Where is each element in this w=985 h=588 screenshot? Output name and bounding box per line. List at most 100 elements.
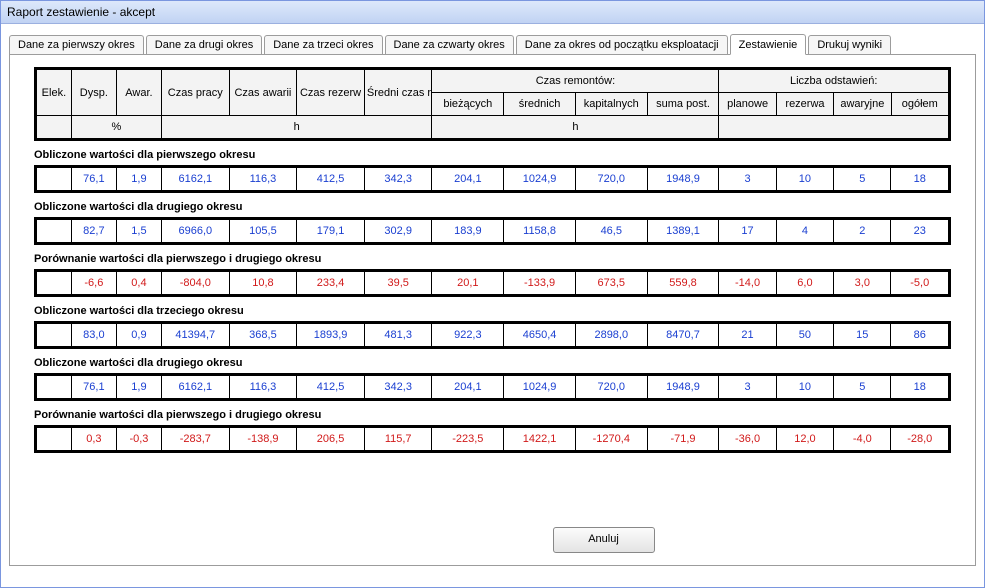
- cell: 204,1: [432, 168, 504, 191]
- col-czas-awarii: Czas awarii: [229, 70, 297, 116]
- col-liczba-odstawien: Liczba odstawień:: [719, 70, 949, 93]
- col-czas-remontow: Czas remontów:: [432, 70, 719, 93]
- cell: 23: [891, 220, 949, 243]
- cell: 6162,1: [161, 376, 229, 399]
- col-czas-pracy: Czas pracy: [161, 70, 229, 116]
- cell: 183,9: [432, 220, 504, 243]
- sections-host: Obliczone wartości dla pierwszego okresu…: [34, 149, 951, 453]
- cell: -133,9: [504, 272, 576, 295]
- section-title-5: Porównanie wartości dla pierwszego i dru…: [34, 409, 951, 421]
- cell: -138,9: [229, 428, 297, 451]
- table-row: 82,71,56966,0105,5179,1302,9183,91158,84…: [37, 220, 949, 243]
- col-czas-rezerw: Czas rezerw: [297, 70, 365, 116]
- col-kapitalnych: kapitalnych: [575, 93, 647, 116]
- cell: 1,5: [116, 220, 161, 243]
- tab-2[interactable]: Dane za trzeci okres: [264, 35, 382, 54]
- section-table-1: 82,71,56966,0105,5179,1302,9183,91158,84…: [36, 219, 949, 243]
- cell: 105,5: [229, 220, 297, 243]
- cell: 115,7: [364, 428, 432, 451]
- cell: 0,3: [71, 428, 116, 451]
- cell: 5: [834, 376, 891, 399]
- col-rezerwa: rezerwa: [776, 93, 833, 116]
- cell: 18: [891, 376, 949, 399]
- cell: 1158,8: [504, 220, 576, 243]
- tab-4[interactable]: Dane za okres od początku eksploatacji: [516, 35, 728, 54]
- cell: 922,3: [432, 324, 504, 347]
- cell: 76,1: [71, 376, 116, 399]
- cell: -1270,4: [575, 428, 647, 451]
- cell: -14,0: [719, 272, 776, 295]
- cell: 2: [834, 220, 891, 243]
- section-block-1: 82,71,56966,0105,5179,1302,9183,91158,84…: [34, 217, 951, 245]
- cell: 1948,9: [647, 376, 719, 399]
- window-title: Raport zestawienie - akcept: [1, 1, 984, 24]
- section-title-1: Obliczone wartości dla drugiego okresu: [34, 201, 951, 213]
- section-title-2: Porównanie wartości dla pierwszego i dru…: [34, 253, 951, 265]
- col-srednich: średnich: [504, 93, 576, 116]
- cell: 5: [834, 168, 891, 191]
- section-block-0: 76,11,96162,1116,3412,5342,3204,11024,97…: [34, 165, 951, 193]
- unit-empty: [37, 116, 72, 139]
- cell: -5,0: [891, 272, 949, 295]
- section-title-4: Obliczone wartości dla drugiego okresu: [34, 357, 951, 369]
- cell: 720,0: [575, 168, 647, 191]
- cell: [37, 428, 72, 451]
- cancel-button[interactable]: Anuluj: [553, 527, 655, 553]
- tab-6[interactable]: Drukuj wyniki: [808, 35, 891, 54]
- cell: [37, 168, 72, 191]
- app-window: Raport zestawienie - akcept Dane za pier…: [0, 0, 985, 588]
- cell: 4: [776, 220, 833, 243]
- cell: -36,0: [719, 428, 776, 451]
- cell: 10,8: [229, 272, 297, 295]
- cell: 302,9: [364, 220, 432, 243]
- section-table-2: -6,60,4-804,010,8233,439,520,1-133,9673,…: [36, 271, 949, 295]
- tab-3[interactable]: Dane za czwarty okres: [385, 35, 514, 54]
- cell: 50: [776, 324, 833, 347]
- cell: 1024,9: [504, 168, 576, 191]
- section-table-0: 76,11,96162,1116,3412,5342,3204,11024,97…: [36, 167, 949, 191]
- cell: 3,0: [834, 272, 891, 295]
- section-block-5: 0,3-0,3-283,7-138,9206,5115,7-223,51422,…: [34, 425, 951, 453]
- window-content: Dane za pierwszy okresDane za drugi okre…: [1, 24, 984, 587]
- cell: -283,7: [161, 428, 229, 451]
- cell: 6,0: [776, 272, 833, 295]
- cell: -6,6: [71, 272, 116, 295]
- table-row: -6,60,4-804,010,8233,439,520,1-133,9673,…: [37, 272, 949, 295]
- cell: 0,9: [116, 324, 161, 347]
- col-awaryjne: awaryjne: [834, 93, 891, 116]
- section-table-3: 83,00,941394,7368,51893,9481,3922,34650,…: [36, 323, 949, 347]
- cell: 10: [776, 168, 833, 191]
- cell: 1,9: [116, 168, 161, 191]
- col-elek: Elek.: [37, 70, 72, 116]
- col-planowe: planowe: [719, 93, 776, 116]
- tab-0[interactable]: Dane za pierwszy okres: [9, 35, 144, 54]
- tab-1[interactable]: Dane za drugi okres: [146, 35, 262, 54]
- cell: 1948,9: [647, 168, 719, 191]
- table-row: 83,00,941394,7368,51893,9481,3922,34650,…: [37, 324, 949, 347]
- cell: [37, 220, 72, 243]
- cell: 82,7: [71, 220, 116, 243]
- cell: 673,5: [575, 272, 647, 295]
- cell: 46,5: [575, 220, 647, 243]
- cell: 116,3: [229, 168, 297, 191]
- col-dysp: Dysp.: [71, 70, 116, 116]
- section-block-4: 76,11,96162,1116,3412,5342,3204,11024,97…: [34, 373, 951, 401]
- unit-h-1: h: [161, 116, 432, 139]
- cell: 204,1: [432, 376, 504, 399]
- cell: 41394,7: [161, 324, 229, 347]
- table-row: 76,11,96162,1116,3412,5342,3204,11024,97…: [37, 168, 949, 191]
- cell: 83,0: [71, 324, 116, 347]
- unit-empty-2: [719, 116, 949, 139]
- tab-panel-zestawienie: Elek. Dysp. Awar. Czas pracy Czas awarii…: [9, 54, 976, 566]
- unit-h-2: h: [432, 116, 719, 139]
- cell: -0,3: [116, 428, 161, 451]
- cell: 559,8: [647, 272, 719, 295]
- cell: 720,0: [575, 376, 647, 399]
- header-table: Elek. Dysp. Awar. Czas pracy Czas awarii…: [36, 69, 949, 139]
- table-row: 0,3-0,3-283,7-138,9206,5115,7-223,51422,…: [37, 428, 949, 451]
- cell: -71,9: [647, 428, 719, 451]
- tab-5[interactable]: Zestawienie: [730, 34, 807, 55]
- cell: 233,4: [297, 272, 365, 295]
- cell: 8470,7: [647, 324, 719, 347]
- cell: -223,5: [432, 428, 504, 451]
